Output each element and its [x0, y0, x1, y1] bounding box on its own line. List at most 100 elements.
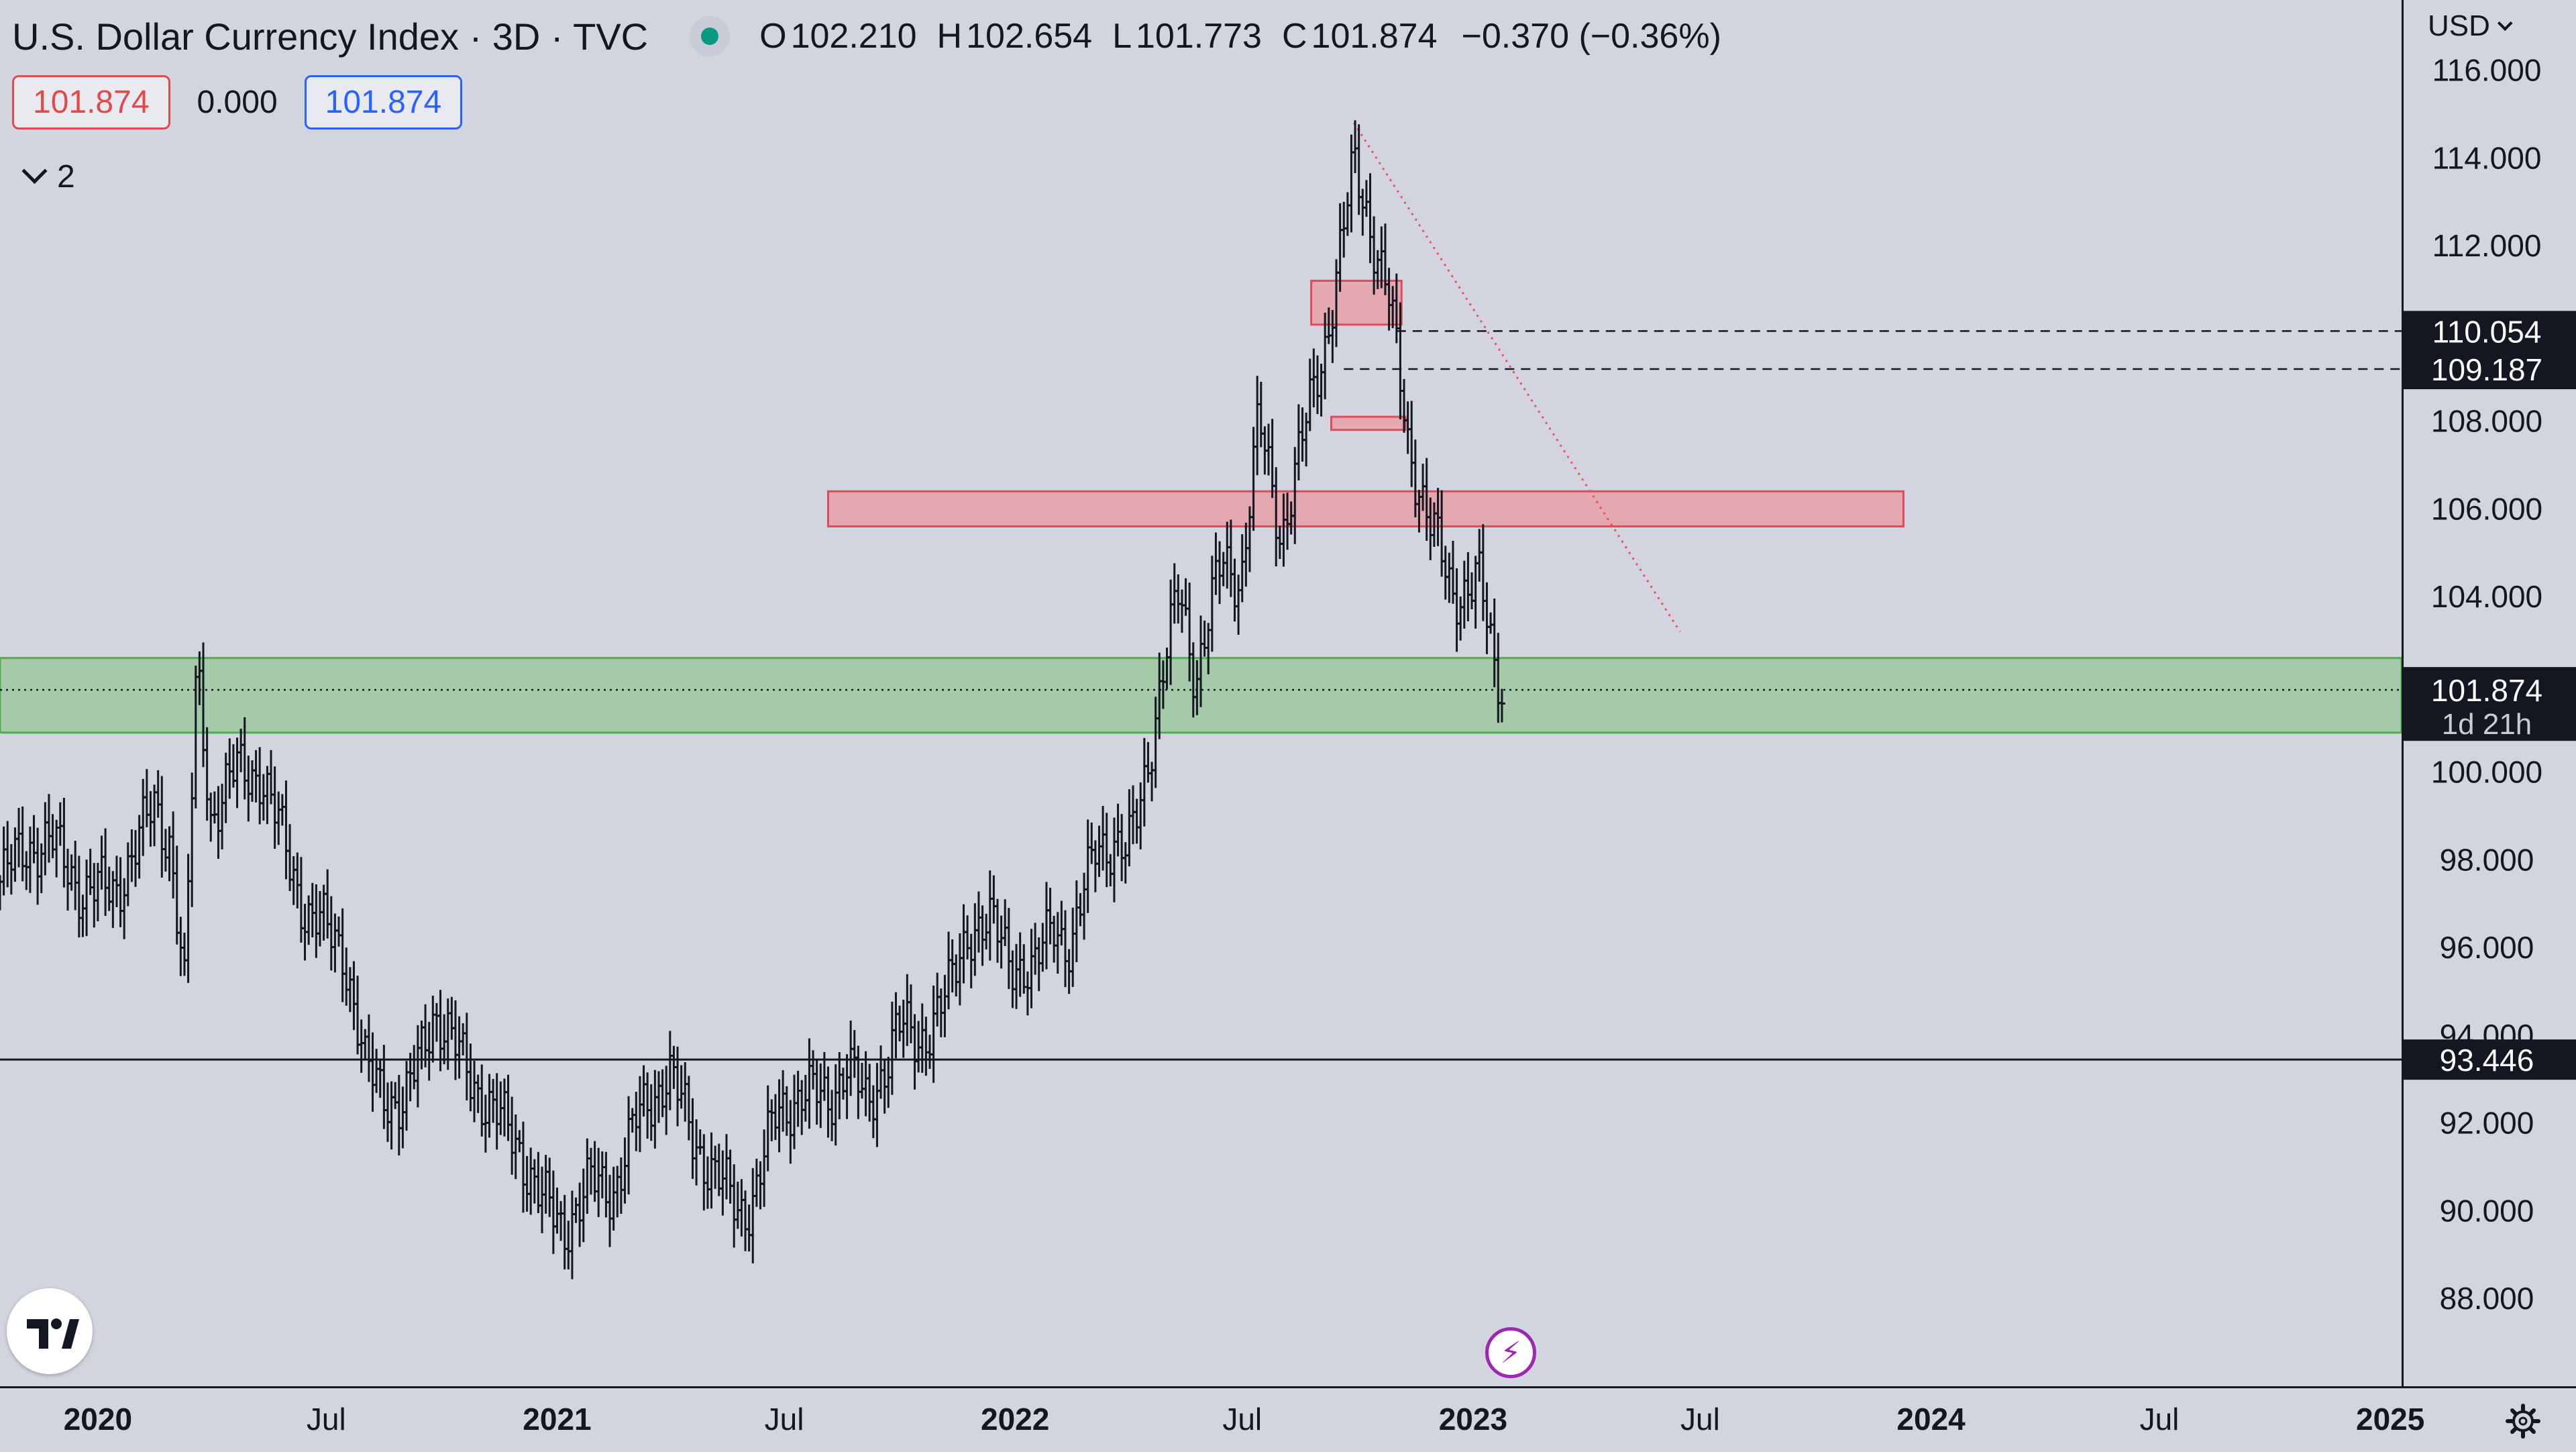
flash-icon[interactable]: ⚡: [1485, 1327, 1536, 1378]
ohlc-bar: [771, 1094, 779, 1141]
ohlc-bar: [105, 866, 113, 911]
ohlc-bar: [1009, 950, 1016, 1008]
ohlc-bar: [1073, 880, 1080, 962]
ohlc-bar: [839, 1068, 847, 1100]
time-axis[interactable]: 2020 Jul 2021 Jul 2022 Jul 2023 Jul 2024 Jul 2025: [0, 1386, 2576, 1452]
ohlc-bar: [896, 1005, 904, 1041]
ohlc-bar: [851, 1030, 858, 1078]
tradingview-logo-icon[interactable]: [7, 1288, 93, 1374]
ohlc-bar: [1355, 124, 1362, 215]
ohlc-bar: [60, 797, 68, 888]
ohlc-bar: [651, 1070, 659, 1149]
ohlc-bar: [1182, 578, 1189, 616]
ohlc-bar: [1472, 556, 1479, 629]
symbol-title[interactable]: U.S. Dollar Currency Index · 3D · TVC: [12, 15, 649, 58]
price-tick-label: 88.000: [2440, 1281, 2534, 1316]
ohlc-bar: [486, 1074, 493, 1138]
price-tick-label: 92.000: [2440, 1106, 2534, 1141]
ohlc-bar: [268, 749, 275, 805]
ohlc-bar: [1140, 737, 1148, 827]
ohlc-bar: [949, 939, 956, 993]
ohlc-bar: [659, 1069, 666, 1117]
time-tick-label: Jul: [307, 1402, 346, 1437]
time-axis-scale[interactable]: 2020 Jul 2021 Jul 2022 Jul 2023 Jul 2024 Jul 2025: [0, 1388, 2576, 1452]
time-tick-label: 2022: [981, 1402, 1049, 1437]
ohlc-bar: [696, 1129, 704, 1155]
ohlc-bar: [282, 780, 290, 880]
ohlc-bar: [832, 1064, 839, 1146]
ohlc-bar: [862, 1051, 869, 1117]
ohlc-bar: [102, 828, 109, 917]
ohlc-bar: [1069, 907, 1077, 987]
ohlc-bar: [38, 843, 45, 894]
ohlc-bar: [1122, 842, 1129, 884]
ohlc-bar: [960, 904, 967, 984]
ohlc-bar: [343, 947, 350, 1006]
time-tick-label: 2024: [1896, 1402, 1966, 1437]
sell-button[interactable]: 101.874: [12, 75, 170, 129]
ohlc-bar: [4, 821, 11, 888]
ohlc-bar: [956, 933, 963, 1006]
ohlc-bar: [512, 1114, 519, 1180]
ohlc-bar: [869, 1085, 877, 1139]
buy-button[interactable]: 101.874: [304, 75, 463, 129]
ohlc-bar: [1366, 173, 1374, 264]
price-line-label-bg: [2404, 349, 2576, 390]
price-axis-scale[interactable]: 116.000114.000112.000110.000108.000106.0…: [2404, 0, 2576, 1386]
ohlc-bar: [392, 1082, 399, 1109]
ohlc-bar: [941, 974, 949, 1037]
ohlc-bar: [565, 1221, 572, 1269]
market-status-icon[interactable]: [690, 16, 731, 56]
ohlc-bar: [757, 1161, 764, 1210]
ohlc-bar: [1457, 596, 1464, 641]
ohlc-bar: [719, 1150, 727, 1216]
ohlc-bar: [873, 1063, 881, 1147]
ohlc-bar: [817, 1063, 824, 1129]
ohlc-bar: [260, 774, 267, 821]
low-label: L: [1112, 17, 1132, 56]
ohlc-bar: [1061, 910, 1069, 988]
ohlc-legend: O 102.210 H 102.654 L 101.773 C 101.874 −0.3…: [759, 16, 1721, 56]
ohlc-bar: [1340, 201, 1348, 258]
ohlc-bar: [885, 1056, 892, 1108]
supply-zone-2: [1310, 279, 1403, 326]
ohlc-bar: [967, 933, 975, 988]
ohlc-bar: [855, 1045, 862, 1119]
ohlc-bar: [290, 855, 297, 905]
ohlc-bar: [542, 1155, 549, 1214]
price-tick-label: 96.000: [2440, 930, 2534, 965]
ohlc-bar: [346, 967, 354, 1013]
ohlc-bar: [900, 999, 907, 1058]
ohlc-bar: [527, 1147, 535, 1215]
ohlc-bar: [1095, 825, 1103, 877]
ohlc-bar: [83, 859, 91, 937]
ohlc-bar: [768, 1099, 775, 1141]
ohlc-bar: [248, 760, 256, 802]
ohlc-bar: [572, 1197, 580, 1223]
ohlc-bar: [233, 737, 241, 809]
ohlc-bar: [1148, 762, 1156, 802]
price-axis[interactable]: 116.000114.000112.000110.000108.000106.0…: [2402, 0, 2576, 1386]
price-line-label-bg: [2404, 311, 2576, 352]
currency-selector[interactable]: USD: [2428, 9, 2513, 43]
gear-icon[interactable]: [2505, 1403, 2541, 1439]
time-tick-label: 2021: [523, 1402, 591, 1437]
ohlc-bar: [1265, 423, 1273, 476]
ohlc-bar: [72, 841, 79, 911]
ohlc-bar: [1216, 541, 1224, 605]
ohlc-bar: [606, 1174, 614, 1247]
ohlc-bar: [222, 752, 229, 823]
indicators-toggle[interactable]: 2: [21, 158, 75, 195]
ohlc-bar: [180, 932, 188, 976]
ohlc-bar: [376, 1058, 384, 1098]
ohlc-bar: [689, 1098, 696, 1179]
time-tick-label: 2023: [1439, 1402, 1507, 1437]
price-chart[interactable]: [0, 0, 2402, 1386]
ohlc-bar: [1054, 912, 1061, 974]
ohlc-bar: [1137, 782, 1144, 849]
ohlc-bar: [203, 727, 211, 821]
ohlc-bar: [64, 848, 72, 911]
ohlc-bar: [30, 815, 38, 864]
ohlc-bar: [625, 1096, 633, 1195]
